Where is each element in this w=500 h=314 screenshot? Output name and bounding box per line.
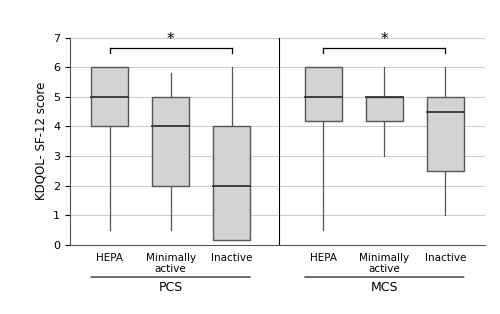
Bar (427, 97, 464, 171)
Bar (214, 127, 250, 241)
Text: MCS: MCS (370, 281, 398, 294)
Y-axis label: KDQOL- SF-12 score: KDQOL- SF-12 score (34, 82, 48, 200)
Bar (305, 67, 342, 121)
Bar (152, 97, 189, 186)
Text: *: * (380, 32, 388, 46)
Bar (92, 67, 128, 127)
Text: PCS: PCS (158, 281, 183, 294)
Text: *: * (167, 32, 174, 46)
Bar (366, 97, 403, 121)
